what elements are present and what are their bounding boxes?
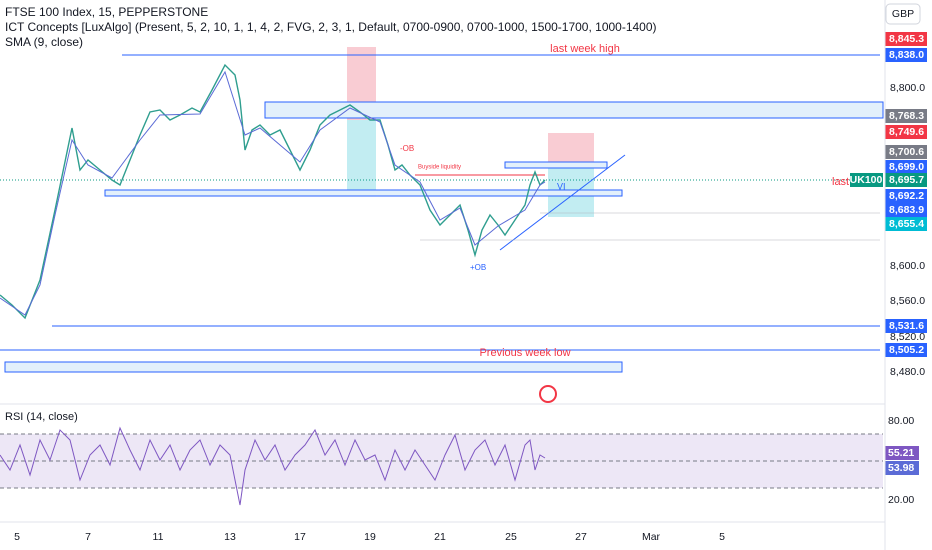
- indicator-label: ICT Concepts [LuxAlgo] (Present, 5, 2, 1…: [5, 20, 657, 34]
- price-badge: [885, 32, 927, 46]
- sma-path: [0, 70, 546, 316]
- price-axis-label: 8,520.0: [890, 331, 925, 343]
- symbol-tag-label: UK100: [850, 174, 883, 186]
- annotation: -OB: [400, 144, 414, 153]
- price-badge: [885, 48, 927, 62]
- price-path: [0, 63, 546, 320]
- time-axis-label: 13: [224, 531, 236, 543]
- price-badge: [885, 203, 927, 217]
- price-badge: [885, 319, 927, 333]
- symbol-title: FTSE 100 Index, 15, PEPPERSTONE: [5, 5, 208, 19]
- rsi-badge: [885, 446, 919, 460]
- rsi-title: RSI (14, close): [5, 411, 78, 423]
- time-axis-label: 27: [575, 531, 587, 543]
- time-axis-label: 11: [153, 531, 164, 543]
- price-badge-label: 8,838.0: [889, 49, 924, 61]
- ob-box: [264, 101, 884, 119]
- price-badge: [885, 145, 927, 159]
- ob-box: [104, 189, 623, 197]
- annotation: VI: [557, 181, 566, 191]
- time-axis-label: 25: [505, 531, 517, 543]
- price-axis-label: 8,560.0: [890, 295, 925, 307]
- price-axis-label: 8,480.0: [890, 366, 925, 378]
- price-badge-label: 8,699.0: [889, 161, 924, 173]
- trend-line: [499, 154, 626, 251]
- sell-zone: [548, 133, 594, 165]
- ob-box: [504, 161, 608, 169]
- time-axis-label: 7: [85, 531, 91, 543]
- price-badge-label: 8,531.6: [889, 320, 924, 332]
- time-axis-label: 17: [294, 531, 306, 543]
- price-badge-label: 8,700.6: [889, 146, 924, 158]
- price-badge-label: 8,768.3: [889, 110, 924, 122]
- price-badge: [885, 173, 927, 187]
- rsi-badge-label: 55.21: [888, 447, 914, 459]
- price-badge-label: 8,695.7: [889, 174, 924, 186]
- currency-button[interactable]: [885, 3, 921, 25]
- price-badge-label: 8,505.2: [889, 344, 924, 356]
- price-badge-label: 8,655.4: [889, 218, 924, 230]
- time-axis-label: 21: [434, 531, 446, 543]
- rsi-axis-label: 20.00: [888, 494, 914, 506]
- price-axis-label: 8,800.0: [890, 82, 925, 94]
- rsi-path: [0, 426, 546, 506]
- price-badge: [885, 160, 927, 174]
- annotation: Previous week low: [479, 347, 570, 359]
- currency-label: GBP: [892, 8, 914, 20]
- rsi-axis-label: 80.00: [888, 415, 914, 427]
- alert-icon[interactable]: [539, 385, 557, 403]
- buy-zone: [347, 120, 376, 190]
- price-badge-label: 8,683.9: [889, 204, 924, 216]
- symbol-tag: [850, 173, 883, 187]
- ob-box: [4, 361, 623, 373]
- time-axis-label: 5: [719, 531, 725, 543]
- annotation: last: [832, 176, 849, 188]
- price-badge-label: 8,749.6: [889, 126, 924, 138]
- price-badge-label: 8,845.3: [889, 33, 924, 45]
- time-axis-label: 19: [364, 531, 376, 543]
- rsi-badge-label: 53.98: [888, 462, 914, 474]
- indicator-label: SMA (9, close): [5, 35, 83, 49]
- price-badge: [885, 217, 927, 231]
- time-axis-label: Mar: [642, 531, 661, 543]
- annotation: +OB: [470, 263, 486, 272]
- price-badge: [885, 109, 927, 123]
- price-axis-label: 8,600.0: [890, 260, 925, 272]
- price-badge: [885, 125, 927, 139]
- price-badge: [885, 343, 927, 357]
- price-badge: [885, 189, 927, 203]
- rsi-badge: [885, 461, 919, 475]
- annotation: last week high: [550, 43, 620, 55]
- annotation: Buyside liquidity: [418, 165, 461, 171]
- price-badge-label: 8,692.2: [889, 190, 924, 202]
- time-axis-label: 5: [14, 531, 20, 543]
